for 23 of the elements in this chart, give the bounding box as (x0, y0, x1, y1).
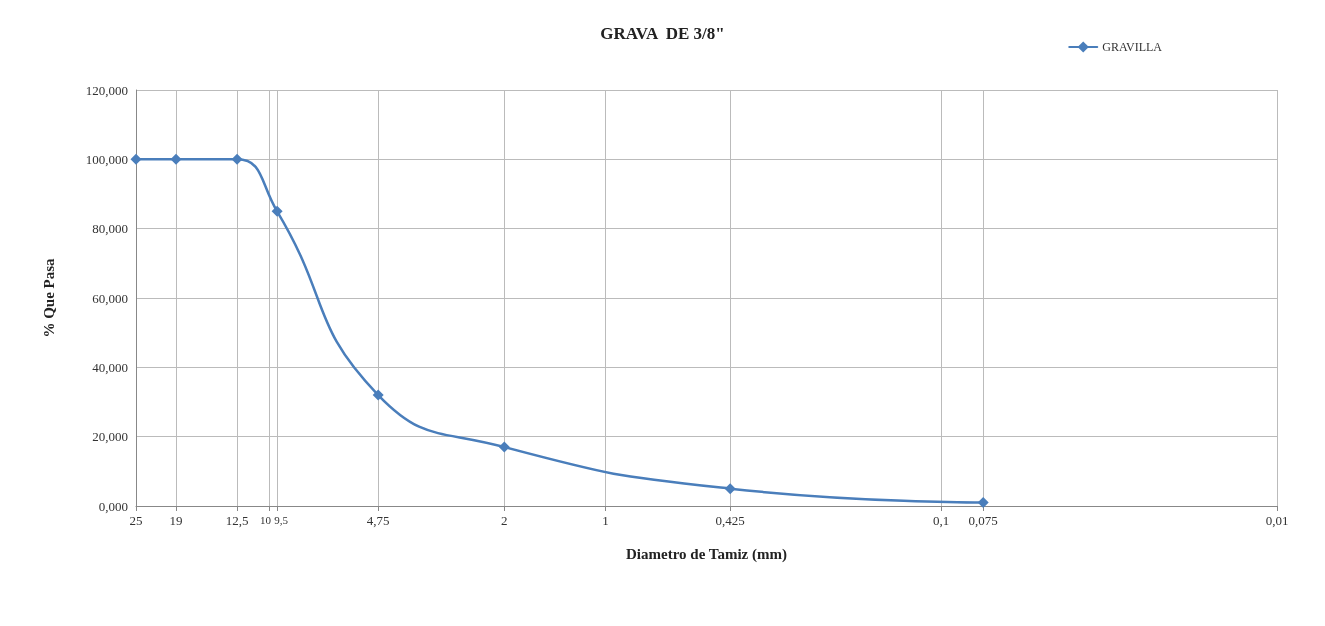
y-axis-title: % Que Pasa (40, 257, 57, 338)
x-tick-label: 0,425 (715, 513, 745, 528)
x-tick-label: 19 (169, 513, 183, 528)
y-tick-label: 0,000 (98, 498, 128, 514)
x-tick-label: 2 (501, 513, 508, 528)
x-tick-label: 12,5 (225, 513, 249, 528)
x-tick-label: 25 (129, 513, 143, 528)
y-tick-label: 20,000 (92, 429, 128, 445)
x-axis-title: Diametro de Tamiz (mm) (626, 545, 787, 563)
x-tick-label: 9,5 (274, 513, 289, 526)
x-tick-label: 0,1 (933, 513, 950, 528)
x-tick-label: 0,01 (1265, 513, 1289, 528)
x-tick-label: 4,75 (366, 513, 390, 528)
chart-title: GRAVA DE 3/8" (600, 24, 725, 43)
x-tick-label: 10 (260, 513, 272, 526)
y-tick-label: 120,000 (85, 82, 128, 98)
y-tick-label: 40,000 (92, 359, 128, 375)
x-tick-label: 1 (602, 513, 609, 528)
x-tick-label: 0,075 (968, 513, 998, 528)
y-tick-label: 60,000 (92, 290, 128, 306)
y-tick-label: 80,000 (92, 221, 128, 237)
y-tick-label: 100,000 (85, 151, 128, 167)
legend-label: GRAVILLA (1102, 40, 1163, 54)
